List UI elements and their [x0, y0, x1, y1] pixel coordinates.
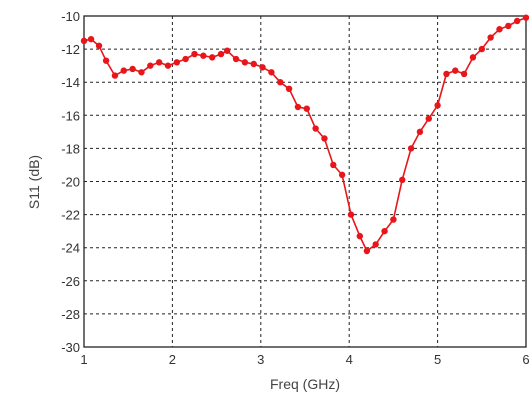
s11-data-point: [347, 211, 355, 218]
series-layer: [80, 14, 529, 255]
s11-data-point: [372, 241, 379, 248]
grid-layer: [84, 16, 526, 347]
s11-data-point: [338, 171, 346, 179]
s11-data-point: [155, 59, 163, 66]
x-tick-label: 5: [434, 352, 441, 367]
s11-data-point: [407, 145, 415, 152]
s11-data-point: [390, 216, 397, 223]
y-tick-label: -16: [61, 108, 80, 123]
s11-data-point: [232, 55, 240, 63]
s11-series-line: [83, 16, 527, 252]
x-tick-label: 6: [522, 352, 529, 367]
y-tick-label: -30: [61, 340, 80, 355]
x-tick-label: 2: [169, 352, 176, 367]
s11-data-point: [217, 50, 225, 58]
s11-data-point: [478, 45, 485, 53]
s11-data-point: [224, 47, 231, 54]
s11-data-point: [102, 57, 110, 64]
x-tick-label: 1: [80, 352, 87, 367]
y-tick-label: -28: [61, 307, 80, 322]
s11-data-point: [496, 26, 503, 33]
y-tick-label: -18: [61, 141, 80, 156]
s11-data-point: [443, 70, 450, 78]
x-tick-label: 3: [257, 352, 264, 367]
s11-data-point: [330, 161, 337, 169]
tick-labels: 1 2 3 4 5 6 -10 -12 -14 -16 -18 -20 -22 -24 -26 -28 -30: [61, 9, 529, 367]
y-tick-label: -12: [61, 42, 80, 57]
s11-data-point: [191, 50, 198, 58]
s11-data-point: [460, 70, 468, 78]
s11-data-point: [268, 69, 275, 76]
s11-data-point: [452, 67, 459, 74]
y-axis-title: S11 (dB): [26, 155, 42, 209]
y-tick-label: -22: [61, 208, 80, 223]
y-tick-label: -26: [61, 274, 80, 289]
s11-data-point: [129, 65, 136, 73]
s11-data-point: [80, 37, 88, 45]
s11-data-point: [487, 34, 494, 41]
y-tick-label: -14: [61, 75, 80, 90]
s11-data-point: [285, 85, 293, 93]
y-tick-label: -24: [61, 241, 80, 256]
s11-data-point: [182, 55, 189, 63]
s11-data-point: [241, 59, 249, 66]
s11-data-point: [95, 42, 103, 49]
s11-data-point: [164, 62, 172, 69]
s11-data-point: [469, 54, 477, 61]
s11-data-point: [138, 69, 145, 76]
s11-data-point: [356, 232, 364, 240]
s11-data-point: [425, 115, 432, 122]
s11-data-point: [250, 60, 257, 68]
s11-data-point: [381, 227, 388, 235]
s11-data-point: [259, 64, 266, 71]
s11-data-point: [208, 54, 216, 61]
s11-data-point: [416, 128, 424, 136]
s11-data-point: [434, 102, 441, 109]
s11-data-point: [513, 17, 521, 25]
s11-data-point: [173, 59, 181, 66]
s11-data-point: [303, 105, 310, 112]
x-axis-title: Freq (GHz): [270, 376, 340, 392]
plot-frame: [83, 15, 527, 348]
x-tick-label: 4: [346, 352, 353, 367]
s11-data-point: [294, 103, 302, 111]
y-tick-label: -10: [61, 9, 80, 24]
s11-data-point: [120, 67, 127, 74]
s11-data-point: [147, 62, 154, 69]
s11-data-point: [312, 125, 319, 132]
s11-data-point: [522, 14, 529, 21]
s11-data-point: [321, 135, 328, 142]
s11-data-point: [200, 52, 207, 59]
s11-data-point: [399, 176, 406, 184]
s11-data-point: [111, 72, 119, 79]
s11-data-point: [277, 79, 284, 86]
s11-data-point: [363, 247, 371, 255]
s11-data-point: [505, 22, 512, 30]
y-tick-label: -20: [61, 175, 80, 190]
s11-data-point: [87, 35, 95, 43]
